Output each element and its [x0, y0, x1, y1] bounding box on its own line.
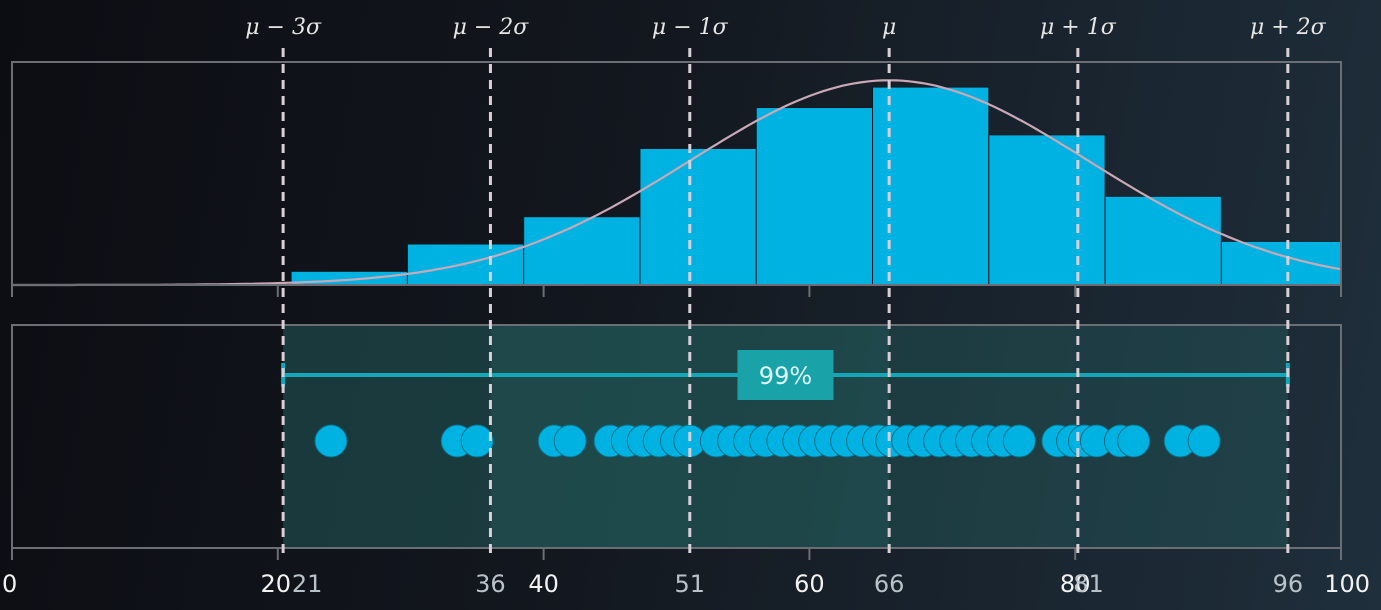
- histogram-bar: [1104, 195, 1222, 286]
- data-point: [1002, 424, 1036, 458]
- x-tick-label: 81: [1073, 570, 1104, 598]
- interval-label: 99%: [759, 362, 812, 390]
- histogram-bar: [988, 134, 1106, 286]
- data-point: [1187, 424, 1221, 458]
- histogram-bar: [523, 216, 641, 286]
- data-points: [314, 424, 1221, 458]
- x-tick-label: 36: [475, 570, 506, 598]
- x-tick-label: 20: [261, 570, 292, 598]
- data-point: [553, 424, 587, 458]
- histogram-bar: [639, 148, 757, 286]
- x-tick-label: 0: [2, 570, 17, 598]
- histogram-bar: [872, 86, 990, 286]
- sigma-label: μ − 2σ: [453, 15, 530, 40]
- data-point: [1117, 424, 1151, 458]
- sigma-label: μ + 2σ: [1250, 15, 1327, 40]
- histogram-bar: [755, 107, 874, 286]
- sigma-label: μ: [882, 15, 896, 40]
- x-tick-label: 66: [874, 570, 905, 598]
- interval-badge: [737, 350, 834, 400]
- sigma-lines: μ − 3σ μ − 2σ μ − 1σ μ μ + 1σ μ + 2σ: [245, 15, 1327, 560]
- histogram-bar: [1220, 240, 1342, 286]
- x-tick-label: 40: [528, 570, 559, 598]
- confidence-interval: 99%: [281, 350, 1290, 400]
- dotplot-frame: [11, 324, 1342, 549]
- x-tick-label: 21: [292, 570, 323, 598]
- histogram-bars: [290, 86, 1342, 286]
- sigma-label: μ + 1σ: [1040, 15, 1117, 40]
- x-tick-label: 96: [1273, 570, 1304, 598]
- x-tick-label: 80: [1060, 570, 1091, 598]
- data-point: [460, 424, 494, 458]
- sigma-label: μ − 1σ: [652, 15, 729, 40]
- sigma-label: μ − 3σ: [245, 15, 322, 40]
- x-tick-label: 100: [1324, 570, 1370, 598]
- x-tick-label: 51: [675, 570, 706, 598]
- data-point: [314, 424, 348, 458]
- x-tick-label: 60: [794, 570, 825, 598]
- axis-tick-marks: [11, 285, 1342, 560]
- histogram-frame: [11, 61, 1342, 286]
